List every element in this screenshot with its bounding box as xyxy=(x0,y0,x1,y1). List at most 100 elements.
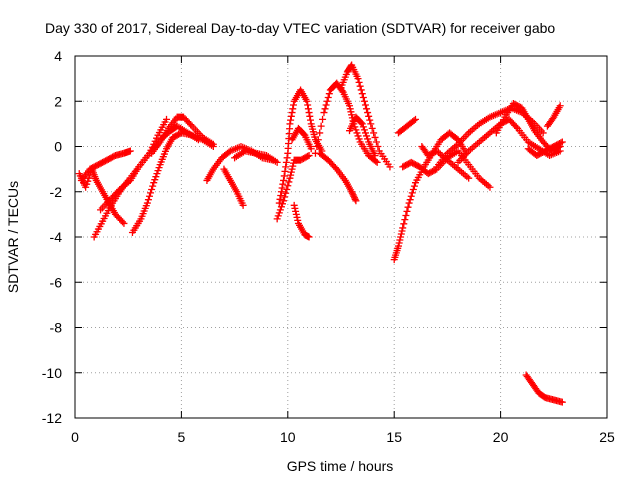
data-point xyxy=(360,97,368,105)
data-point xyxy=(353,129,361,137)
data-point xyxy=(277,192,285,200)
data-point xyxy=(284,182,292,190)
data-point xyxy=(155,164,163,172)
series-arc-11 xyxy=(273,152,313,223)
data-point xyxy=(558,398,566,406)
data-point xyxy=(288,165,296,173)
data-point xyxy=(348,188,356,196)
y-tick-label: -4 xyxy=(50,229,63,245)
data-point xyxy=(396,236,404,244)
data-point xyxy=(355,135,363,143)
data-point xyxy=(346,102,354,110)
data-point xyxy=(287,116,295,124)
data-point xyxy=(120,219,128,227)
data-point xyxy=(282,158,290,166)
data-point xyxy=(539,129,547,137)
data-point xyxy=(556,102,564,110)
x-tick-labels: 0 5 10 15 20 25 xyxy=(71,429,615,445)
x-tick-label: 0 xyxy=(71,429,79,445)
series-arc-22 xyxy=(433,104,547,171)
data-point xyxy=(316,129,324,137)
data-point xyxy=(82,183,90,191)
chart-title: Day 330 of 2017, Sidereal Day-to-day VTE… xyxy=(45,20,555,36)
series-arc-17 xyxy=(346,113,379,160)
x-tick-label: 20 xyxy=(493,429,509,445)
data-point xyxy=(356,82,364,90)
data-point xyxy=(403,207,411,215)
data-point xyxy=(281,167,289,175)
data-point xyxy=(290,201,298,209)
data-point xyxy=(287,112,295,120)
data-point xyxy=(280,197,288,205)
data-point xyxy=(275,209,283,217)
data-point xyxy=(153,170,161,178)
data-point xyxy=(286,120,294,128)
data-point xyxy=(355,78,363,86)
data-point xyxy=(350,194,358,202)
data-point xyxy=(145,192,153,200)
series-arc-2 xyxy=(77,147,134,184)
series-arc-12 xyxy=(290,201,313,241)
series-arc-6 xyxy=(148,113,217,157)
axes-ticks xyxy=(74,55,608,419)
data-point xyxy=(294,216,302,224)
data-point xyxy=(431,148,439,156)
data-point xyxy=(410,116,418,124)
data-point xyxy=(364,109,372,117)
data-point xyxy=(153,134,161,142)
data-point xyxy=(289,101,297,109)
data-point xyxy=(305,152,313,160)
data-point xyxy=(209,140,217,148)
series-arc-23 xyxy=(454,115,564,166)
data-point xyxy=(143,199,151,207)
x-axis-label: GPS time / hours xyxy=(287,458,394,474)
data-point xyxy=(278,184,286,192)
series-arc-25 xyxy=(524,138,566,160)
data-point xyxy=(348,189,356,197)
data-point xyxy=(360,126,368,134)
data-point xyxy=(398,227,406,235)
data-point xyxy=(399,224,407,232)
data-point xyxy=(401,216,409,224)
data-point xyxy=(386,163,394,171)
data-point xyxy=(410,182,418,190)
data-point xyxy=(275,199,283,207)
data-point xyxy=(292,210,300,218)
y-tick-label: -2 xyxy=(50,184,63,200)
data-point xyxy=(370,129,378,137)
data-point xyxy=(293,213,301,221)
data-point xyxy=(147,189,155,197)
data-point xyxy=(364,135,372,143)
data-point xyxy=(304,101,312,109)
data-point xyxy=(281,193,289,201)
data-point xyxy=(313,143,321,150)
data-point xyxy=(151,137,159,145)
series-arc-13 xyxy=(288,124,315,153)
data-point xyxy=(405,199,413,207)
data-point xyxy=(371,152,379,160)
data-point xyxy=(354,75,362,83)
data-point xyxy=(366,116,374,124)
data-point xyxy=(365,112,373,120)
data-point xyxy=(465,174,473,182)
data-point xyxy=(350,192,358,200)
series-arc-20 xyxy=(399,147,494,191)
x-tick-label: 25 xyxy=(599,429,615,445)
data-point xyxy=(394,242,402,250)
data-point xyxy=(163,115,171,123)
data-point xyxy=(407,192,415,200)
y-tick-label: -10 xyxy=(42,365,62,381)
data-point xyxy=(278,200,286,208)
data-point xyxy=(352,126,360,134)
data-point xyxy=(279,180,287,188)
data-point xyxy=(322,101,330,109)
data-point xyxy=(374,143,382,150)
data-point xyxy=(114,187,122,195)
data-point xyxy=(273,215,281,223)
series-arc-4 xyxy=(97,115,171,214)
data-point xyxy=(119,218,127,226)
data-point xyxy=(305,233,313,241)
data-point xyxy=(512,123,520,131)
data-point xyxy=(239,201,247,209)
